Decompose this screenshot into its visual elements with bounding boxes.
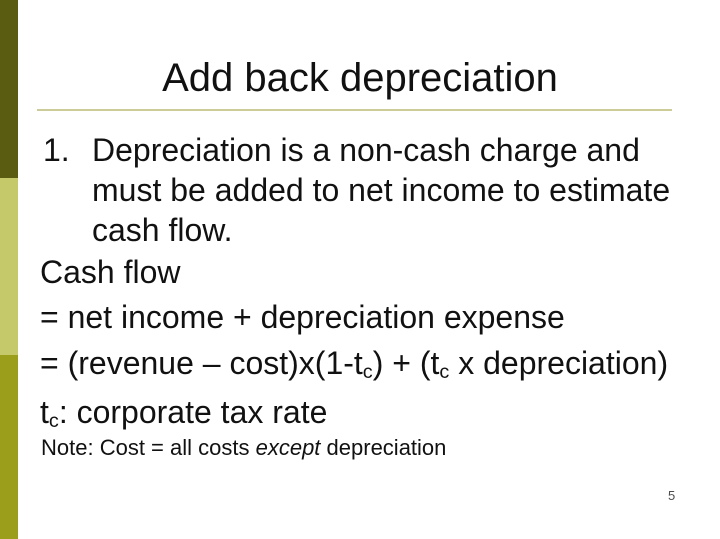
- sidebar-band-middle: [0, 178, 18, 355]
- cash-flow-label: Cash flow: [40, 254, 181, 290]
- equation-revenue-cost: = (revenue – cost)x(1-tc) + (tc x deprec…: [40, 345, 669, 384]
- note-line: Note: Cost = all costs except depreciati…: [41, 435, 447, 460]
- equation-net-income: = net income + depreciation expense: [40, 299, 565, 335]
- item-line-2: must be added to net income to estimate: [92, 172, 671, 208]
- sidebar-band-top: [0, 0, 18, 178]
- item-line-3: cash flow.: [92, 212, 233, 248]
- title-underline-rule: [37, 109, 672, 111]
- sidebar-band-bottom: [0, 355, 18, 539]
- item-number: 1.: [43, 132, 70, 168]
- numbered-item-depreciation: 1. Depreciation is a non-cash charge and…: [43, 130, 670, 250]
- tax-rate-definition: tc: corporate tax rate: [40, 394, 328, 433]
- slide-title: Add back depreciation: [162, 56, 558, 100]
- page-number: 5: [668, 488, 676, 503]
- item-text: Depreciation is a non-cash charge and mu…: [92, 130, 670, 250]
- sidebar-color-bar: [0, 0, 18, 539]
- item-line-1: Depreciation is a non-cash charge and: [92, 132, 640, 168]
